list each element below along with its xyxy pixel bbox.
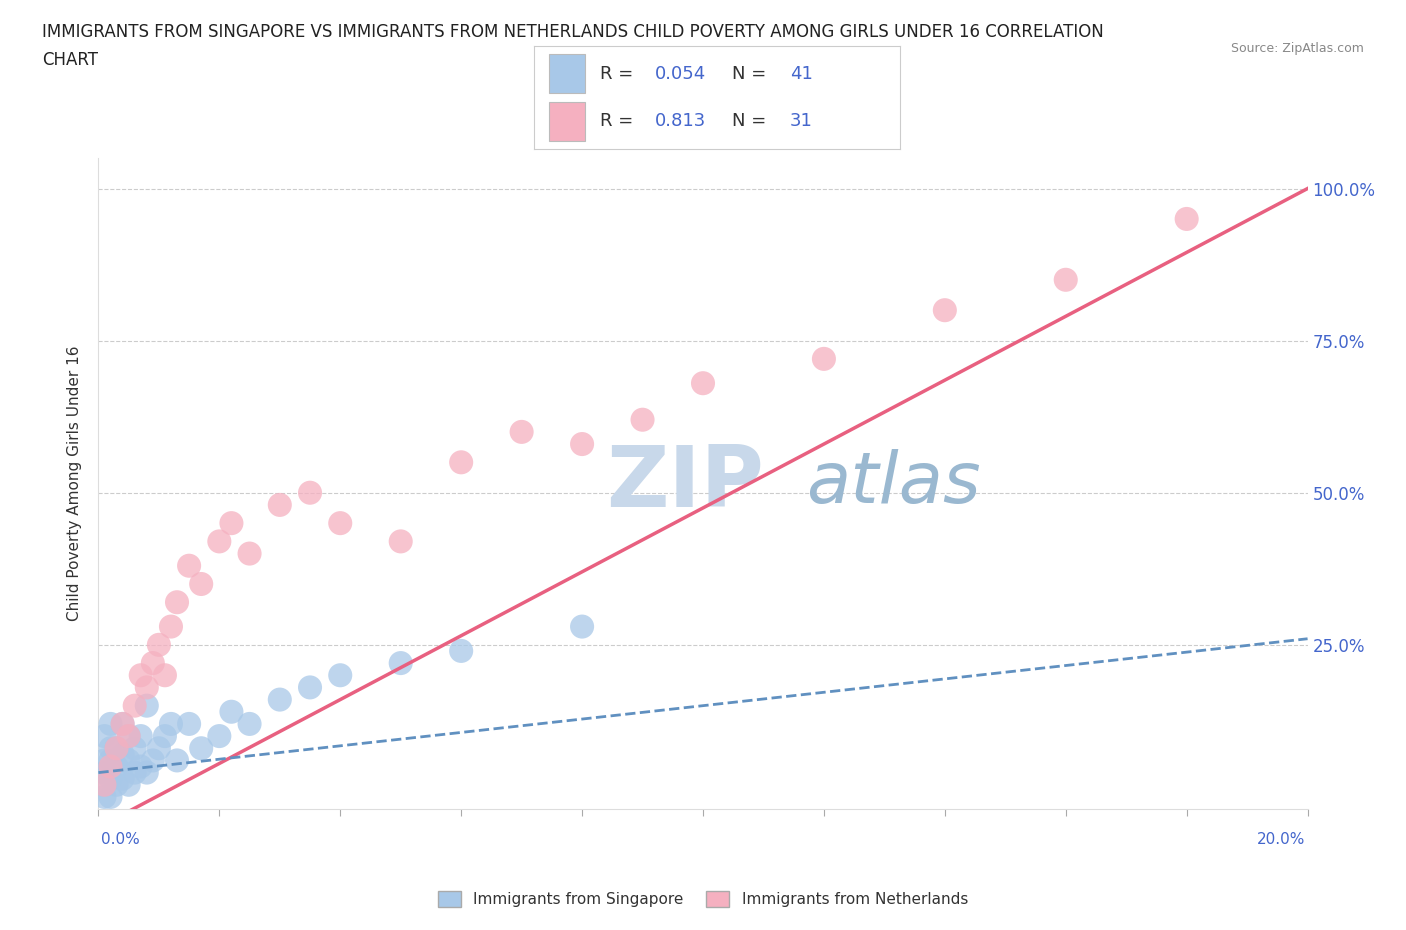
- Point: [100, 716, 122, 731]
- Point: [93, 765, 115, 780]
- Point: [179, 558, 201, 573]
- Point: [269, 498, 291, 512]
- Legend: Immigrants from Singapore, Immigrants from Netherlands: Immigrants from Singapore, Immigrants fr…: [432, 884, 974, 913]
- Point: [111, 771, 134, 786]
- Point: [118, 728, 141, 743]
- Point: [299, 485, 322, 500]
- Point: [100, 771, 122, 786]
- Point: [1175, 211, 1198, 226]
- Point: [129, 668, 152, 683]
- Point: [208, 534, 231, 549]
- Text: CHART: CHART: [42, 51, 98, 69]
- Text: N =: N =: [731, 113, 772, 130]
- Point: [148, 637, 170, 652]
- Point: [1054, 272, 1077, 287]
- Text: ZIP: ZIP: [606, 442, 763, 525]
- Text: 20.0%: 20.0%: [1257, 832, 1305, 847]
- Text: IMMIGRANTS FROM SINGAPORE VS IMMIGRANTS FROM NETHERLANDS CHILD POVERTY AMONG GIR: IMMIGRANTS FROM SINGAPORE VS IMMIGRANTS …: [42, 23, 1104, 41]
- Point: [179, 716, 201, 731]
- Point: [239, 546, 262, 561]
- Bar: [548, 101, 585, 140]
- Point: [124, 698, 146, 713]
- Point: [389, 656, 412, 671]
- Text: atlas: atlas: [806, 449, 980, 518]
- Point: [153, 728, 176, 743]
- Point: [239, 716, 262, 731]
- Point: [105, 759, 128, 774]
- Point: [135, 680, 157, 695]
- Point: [153, 668, 176, 683]
- Text: Source: ZipAtlas.com: Source: ZipAtlas.com: [1230, 42, 1364, 55]
- Point: [124, 765, 146, 780]
- Point: [571, 436, 593, 451]
- Point: [129, 759, 152, 774]
- Text: N =: N =: [731, 65, 772, 83]
- Point: [111, 716, 134, 731]
- Point: [269, 692, 291, 707]
- Point: [510, 424, 533, 439]
- Point: [450, 455, 472, 470]
- Point: [111, 747, 134, 762]
- Point: [105, 741, 128, 756]
- Text: R =: R =: [600, 65, 640, 83]
- Point: [93, 777, 115, 792]
- Point: [135, 698, 157, 713]
- Text: R =: R =: [600, 113, 645, 130]
- Point: [631, 412, 654, 427]
- Point: [190, 577, 212, 591]
- Text: 0.0%: 0.0%: [101, 832, 141, 847]
- Point: [571, 619, 593, 634]
- Point: [190, 741, 212, 756]
- Point: [93, 777, 115, 792]
- Point: [129, 728, 152, 743]
- Point: [93, 790, 115, 804]
- Point: [299, 680, 322, 695]
- Point: [934, 303, 956, 318]
- Bar: [548, 54, 585, 93]
- Text: 0.813: 0.813: [655, 113, 706, 130]
- Text: 0.054: 0.054: [655, 65, 706, 83]
- Point: [124, 741, 146, 756]
- Point: [813, 352, 835, 366]
- Point: [100, 753, 122, 768]
- Point: [100, 759, 122, 774]
- Point: [142, 753, 165, 768]
- Point: [135, 765, 157, 780]
- Point: [105, 777, 128, 792]
- Point: [160, 716, 183, 731]
- Point: [118, 777, 141, 792]
- Point: [166, 753, 188, 768]
- Point: [142, 656, 165, 671]
- Text: 31: 31: [790, 113, 813, 130]
- Point: [118, 753, 141, 768]
- Text: 41: 41: [790, 65, 813, 83]
- Point: [329, 668, 352, 683]
- Point: [450, 644, 472, 658]
- Point: [208, 728, 231, 743]
- Point: [329, 516, 352, 531]
- Point: [100, 790, 122, 804]
- Point: [166, 595, 188, 610]
- Point: [148, 741, 170, 756]
- Point: [118, 728, 141, 743]
- Point: [160, 619, 183, 634]
- Point: [93, 728, 115, 743]
- Point: [100, 741, 122, 756]
- Point: [93, 753, 115, 768]
- Y-axis label: Child Poverty Among Girls Under 16: Child Poverty Among Girls Under 16: [67, 346, 83, 621]
- Point: [692, 376, 714, 391]
- Point: [105, 741, 128, 756]
- Point: [221, 704, 243, 719]
- Point: [111, 716, 134, 731]
- Point: [389, 534, 412, 549]
- Point: [221, 516, 243, 531]
